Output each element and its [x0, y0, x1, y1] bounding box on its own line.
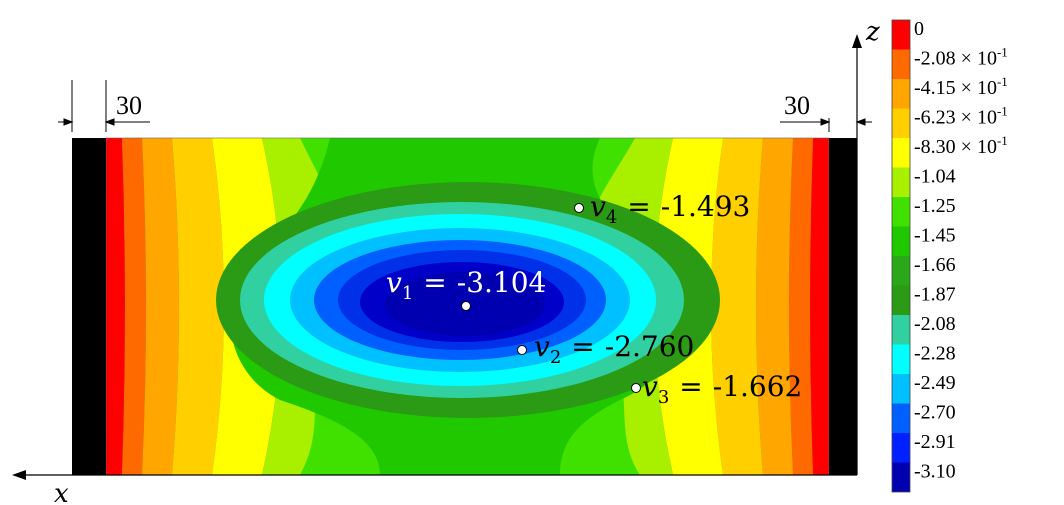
- probe-equals: =: [627, 190, 650, 223]
- legend-swatch: [892, 108, 910, 138]
- legend-swatch: [892, 462, 910, 492]
- probe-sub: 3: [658, 387, 669, 408]
- band-left-gold: [172, 138, 224, 475]
- probe-label: v3 = -1.662: [642, 370, 802, 408]
- legend-swatch: [892, 167, 910, 197]
- legend-swatch: [892, 403, 910, 433]
- probe-var: v: [534, 330, 550, 363]
- legend-label: -2.49: [914, 372, 956, 394]
- probe-v1: v1 = -3.104: [386, 266, 546, 311]
- z-axis-arrow: [852, 34, 862, 475]
- z-axis-label: z: [865, 17, 880, 47]
- legend-swatch: [892, 197, 910, 227]
- legend-label: -2.28: [914, 343, 956, 365]
- legend-label: -1.45: [914, 225, 956, 247]
- band-right-gold: [711, 138, 763, 475]
- legend-swatch: [892, 315, 910, 345]
- probe-var: v: [386, 266, 402, 299]
- legend-swatch: [892, 79, 910, 109]
- color-legend: 0 -2.08 × 10-1 -4.15 × 10-1 -6.23 × 10-1 -8.…: [891, 18, 1008, 493]
- legend-label: -2.08: [914, 313, 956, 335]
- legend-label: -3.10: [914, 461, 956, 483]
- left-dimension-label: 30: [116, 91, 142, 120]
- probe-label: v2 = -2.760: [534, 330, 694, 368]
- band-right-amber: [756, 138, 793, 475]
- probe-v2: v2 = -2.760: [517, 330, 694, 368]
- probe-v4: v4 = -1.493: [574, 190, 750, 228]
- band-right-red: [810, 138, 829, 475]
- probe-label: v4 = -1.493: [590, 190, 750, 228]
- x-axis-arrow: [12, 470, 857, 480]
- band-left-amber: [142, 138, 179, 475]
- legend-label: -1.25: [914, 195, 956, 217]
- probe-sub: 1: [402, 283, 413, 304]
- legend-swatch: [892, 344, 910, 374]
- legend-label: -1.87: [914, 284, 956, 306]
- legend-label: -6.23 × 10-1: [914, 104, 1008, 129]
- right-support: [829, 138, 857, 475]
- legend-label: -2.91: [914, 431, 956, 453]
- probe-sub: 4: [606, 207, 617, 228]
- probe-value: -1.493: [661, 190, 751, 223]
- right-dimension-label: 30: [784, 91, 810, 120]
- legend-label: 0: [914, 18, 924, 40]
- legend-swatch: [892, 256, 910, 286]
- band-right-orange: [789, 138, 813, 475]
- probe-value: -1.662: [713, 370, 803, 403]
- contour-plot: [105, 137, 830, 476]
- probe-marker: [574, 203, 584, 213]
- legend-swatch: [892, 20, 910, 50]
- probe-var: v: [590, 190, 606, 223]
- probe-marker: [517, 345, 527, 355]
- band-left-orange: [122, 138, 146, 475]
- band-left-red: [106, 138, 125, 475]
- probe-equals: =: [679, 370, 702, 403]
- probe-marker: [461, 301, 471, 311]
- legend-swatch: [892, 49, 910, 79]
- left-support: [72, 138, 106, 475]
- legend-swatch: [892, 285, 910, 315]
- legend-label: -2.08 × 10-1: [914, 45, 1008, 70]
- probe-marker: [631, 383, 641, 393]
- right-dimension: [780, 118, 872, 132]
- probe-v3: v3 = -1.662: [631, 370, 802, 408]
- legend-swatch: [892, 226, 910, 256]
- legend-swatch: [892, 433, 910, 463]
- legend-frame: [891, 19, 911, 493]
- probe-label: v1 = -3.104: [386, 266, 546, 304]
- probe-equals: =: [423, 266, 446, 299]
- left-dimension: [58, 80, 150, 132]
- legend-swatch: [892, 374, 910, 404]
- x-axis-label: x: [54, 479, 69, 505]
- legend-label: -8.30 × 10-1: [914, 133, 1008, 158]
- probe-equals: =: [571, 330, 594, 363]
- legend-label: -4.15 × 10-1: [914, 74, 1008, 99]
- probe-value: -2.760: [605, 330, 695, 363]
- legend-label: -2.70: [914, 402, 956, 424]
- probe-sub: 2: [550, 347, 561, 368]
- legend-label: -1.66: [914, 254, 956, 276]
- legend-label: -1.04: [914, 166, 956, 188]
- probe-var: v: [642, 370, 658, 403]
- legend-swatch: [892, 138, 910, 168]
- probe-value: -3.104: [457, 266, 547, 299]
